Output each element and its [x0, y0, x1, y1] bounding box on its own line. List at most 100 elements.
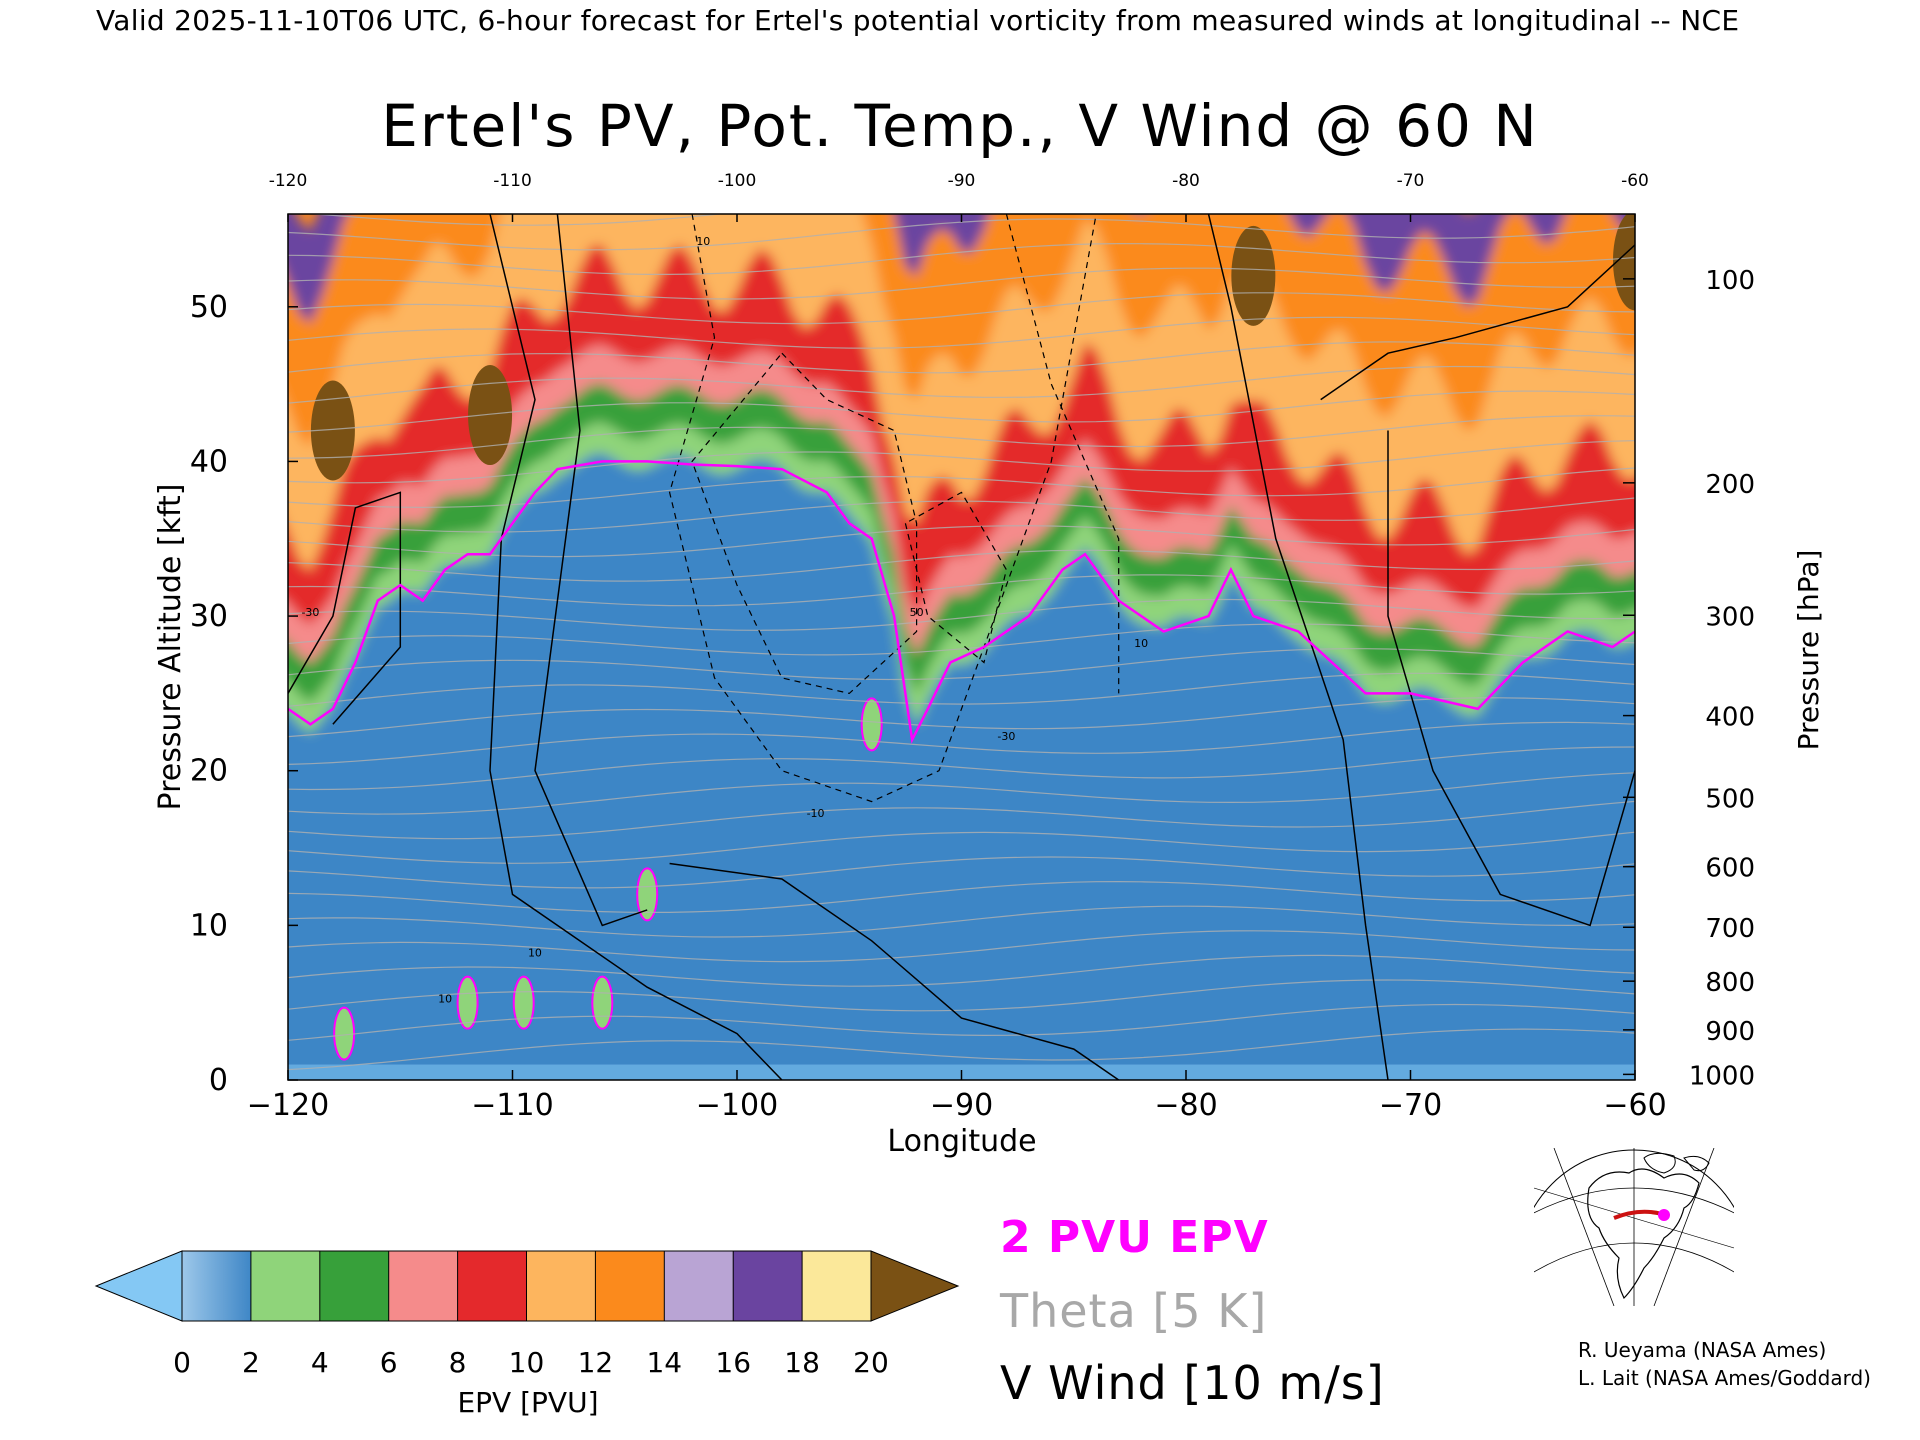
theta-contour	[288, 574, 1635, 607]
theta-contour	[306, 214, 1394, 226]
legend-epv: 2 PVU EPV	[1000, 1212, 1269, 1263]
colorbar-segment	[319, 1251, 390, 1321]
theta-contour	[288, 218, 1635, 251]
theta-contour	[288, 549, 1635, 582]
x-tick-label: −60	[1603, 1088, 1666, 1123]
x-tick-label: −110	[471, 1088, 553, 1123]
vwind-contour-label: 10	[438, 993, 452, 1006]
colorbar-tick-label: 18	[784, 1346, 820, 1379]
chart-title: Ertel's PV, Pot. Temp., V Wind @ 60 N	[381, 92, 1539, 160]
vwind-contour-label: 50	[910, 606, 924, 619]
vwind-contour	[1320, 244, 1635, 401]
pv-anomaly	[512, 975, 535, 1030]
pv-anomaly	[333, 1006, 356, 1061]
theta-contour	[288, 267, 1635, 300]
theta-contour	[288, 497, 1635, 533]
theta-contour	[288, 440, 1635, 484]
valid-time-header: Valid 2025-11-10T06 UTC, 6-hour forecast…	[96, 4, 1740, 37]
colorbar-frame	[181, 1250, 872, 1322]
theta-contour	[288, 467, 1635, 509]
vwind-contour-label: 10	[1134, 637, 1148, 650]
y-tick-label: 10	[190, 908, 228, 943]
theta-contour	[288, 800, 1635, 840]
theta-contour	[288, 697, 1635, 738]
vwind-contour	[1387, 430, 1635, 927]
colorbar-segment	[733, 1251, 803, 1321]
credit-line-2: L. Lait (NASA Ames/Goddard)	[1578, 1366, 1871, 1390]
pressure-tick-label: 900	[1705, 1017, 1755, 1047]
y-tick-label: 20	[190, 754, 228, 789]
x-tick-label-top: -100	[718, 171, 757, 191]
theta-contour	[288, 954, 1635, 987]
vwind-contour	[288, 491, 402, 725]
pressure-tick-label: 200	[1705, 470, 1755, 500]
legend-vwind: V Wind [10 m/s]	[1000, 1356, 1385, 1410]
pressure-tick-label: 600	[1705, 854, 1755, 884]
colorbar-over-arrow	[870, 1250, 960, 1322]
pressure-tick-label: 1000	[1689, 1061, 1755, 1091]
theta-contour	[288, 365, 1635, 404]
x-tick-label: −70	[1379, 1088, 1442, 1123]
high-pv-blob	[310, 380, 355, 481]
vwind-contour-negative	[1005, 214, 1120, 694]
colorbar-tick-label: 4	[311, 1346, 329, 1379]
colorbar-segment	[664, 1251, 734, 1321]
pressure-tick-label: 100	[1705, 266, 1755, 296]
vwind-contour	[1207, 214, 1389, 1080]
legend-theta: Theta [5 K]	[1000, 1284, 1268, 1338]
vwind-contour-negative	[668, 214, 1097, 803]
colorbar-segment	[595, 1251, 665, 1321]
pv-anomaly	[860, 697, 883, 752]
pressure-tick-label: 500	[1705, 784, 1755, 814]
pressure-tick-label: 400	[1705, 703, 1755, 733]
theta-contour	[288, 672, 1635, 707]
x-tick-label-top: -60	[1621, 171, 1649, 191]
colorbar-label: EPV [PVU]	[457, 1386, 598, 1419]
colorbar-segment	[388, 1251, 459, 1321]
x-tick-label-top: -90	[948, 171, 976, 191]
location-map-inset	[1534, 1148, 1734, 1306]
high-pv-blob	[468, 365, 513, 466]
colorbar-segment	[250, 1251, 321, 1321]
theta-contour	[288, 648, 1635, 681]
theta-contour	[288, 525, 1635, 558]
theta-contour	[288, 390, 1635, 433]
theta-contour	[288, 856, 1635, 889]
vwind-contour-label: -10	[807, 807, 825, 820]
theta-contour	[288, 316, 1635, 349]
x-tick-label: −90	[930, 1088, 993, 1123]
colorbar-tick-label: 0	[173, 1346, 191, 1379]
x-tick-label-top: -70	[1397, 171, 1425, 191]
colorbar-tick-label: 20	[853, 1346, 889, 1379]
pressure-tick-label: 800	[1705, 968, 1755, 998]
theta-contour	[288, 598, 1635, 631]
pv-anomaly	[591, 975, 614, 1030]
colorbar-under-arrow	[94, 1250, 183, 1322]
vwind-contour-label: -30	[997, 730, 1015, 743]
pv-field: -30 50 -30 -10 10 10 10 10	[288, 214, 1635, 1080]
colorbar-tick-label: 12	[578, 1346, 614, 1379]
y-tick-label: 0	[209, 1063, 228, 1098]
theta-contour	[288, 905, 1635, 938]
colorbar-segment	[457, 1251, 527, 1321]
x-axis-label: Longitude	[887, 1124, 1036, 1159]
y-tick-label: 50	[190, 290, 228, 325]
theta-contour	[288, 1003, 1635, 1041]
theta-contour	[288, 242, 1635, 275]
vwind-contour-label: -30	[301, 606, 319, 619]
vwind-contour-negative	[691, 352, 918, 695]
pressure-tick-label: 700	[1705, 914, 1755, 944]
epv-colorbar: 0 2 4 6 8 10 12 14 16 18 20	[94, 1250, 960, 1379]
y-axis-label: Pressure Altitude [kft]	[153, 484, 188, 811]
vwind-contour-label: 10	[528, 946, 542, 959]
vwind-contour-label: 10	[696, 235, 710, 248]
y-tick-label: 40	[190, 444, 228, 479]
colorbar-segment	[802, 1251, 872, 1321]
theta-contour	[288, 930, 1635, 963]
colorbar-segment	[526, 1251, 596, 1321]
theta-contour	[288, 880, 1635, 913]
x-tick-label: −120	[247, 1088, 329, 1123]
colorbar-tick-label: 2	[242, 1346, 260, 1379]
vwind-contour	[669, 862, 1120, 1080]
